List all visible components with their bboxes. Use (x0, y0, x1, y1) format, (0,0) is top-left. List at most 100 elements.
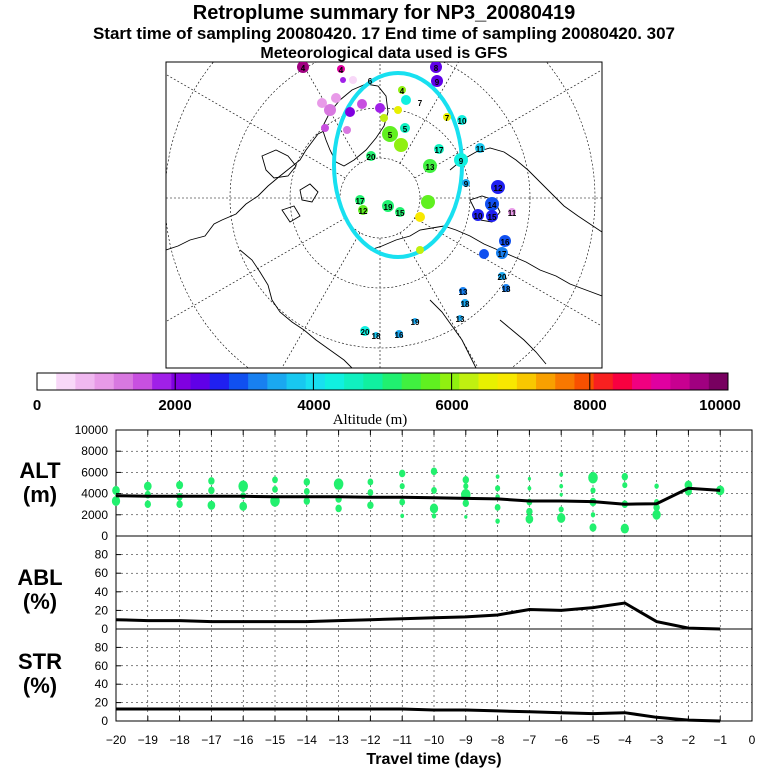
y-tick-label: 0 (101, 622, 108, 636)
alt-scatter-point (558, 506, 564, 513)
y-tick-label: 40 (95, 677, 109, 691)
map-point-label: 18 (502, 285, 511, 294)
alt-scatter-point (494, 503, 501, 511)
alt-scatter-point (559, 472, 564, 477)
lat-lon-grid (166, 62, 602, 368)
alt-scatter-point (272, 485, 278, 493)
plume-centroid-point (394, 138, 408, 152)
plume-centroid-point (475, 143, 485, 153)
plume-centroid-point (345, 107, 355, 117)
alt-scatter-point (303, 497, 310, 505)
plume-centroid-point (337, 65, 345, 73)
y-tick-labels: 0 2000 4000 6000 8000 10000 0 20 40 60 80 0 20 40 60 80 (75, 423, 121, 728)
alt-scatter-point (367, 478, 374, 486)
alt-scatter-point (526, 507, 533, 516)
map-point-label: 6 (368, 77, 373, 86)
colorbar-cell (228, 373, 249, 390)
plume-centroid-point (416, 246, 424, 254)
alt-scatter-point (652, 509, 661, 520)
map-point-label: 12 (494, 184, 503, 193)
x-tick-label: −5 (586, 733, 600, 747)
map-point-label: 15 (488, 213, 497, 222)
alt-scatter-point (463, 483, 469, 490)
alt-scatter-point (462, 499, 469, 507)
coastline-asia-east (429, 299, 547, 368)
colorbar-tick-2000: 2000 (158, 397, 191, 414)
plume-centroid-point (431, 75, 443, 87)
alt-scatter-point (620, 523, 629, 534)
alt-scatter-point (495, 474, 500, 479)
colorbar-cell (516, 373, 537, 390)
alt-scatter-point (238, 480, 248, 492)
map-point-label: 20 (361, 328, 370, 337)
colorbar-cell (344, 373, 364, 390)
map-point-label: 19 (384, 203, 393, 212)
map-point-label: 14 (488, 201, 497, 210)
x-tick-label: −16 (233, 733, 254, 747)
plume-centroid-point (398, 86, 406, 94)
plume-centroid-point (443, 113, 451, 121)
plume-centroid-point (472, 209, 484, 221)
plume-centroid-point (395, 207, 405, 217)
plume-centroid-point (400, 123, 410, 133)
alt-scatter-point (208, 477, 215, 485)
meridian-line (414, 69, 602, 179)
map-point-label: 13 (456, 315, 465, 324)
map-point-label: 18 (461, 300, 470, 309)
map-point-label: 4 (400, 87, 405, 96)
alt-mean-line (115, 486, 721, 506)
plume-centroid-point (502, 284, 510, 292)
alt-scatter-point (621, 472, 628, 481)
plume-centroid-point (394, 106, 402, 114)
map-point-label: 7 (445, 114, 450, 123)
altitude-colorbar: 0 2000 4000 6000 8000 10000 Altitude (m) (33, 372, 741, 428)
colorbar-cell (574, 373, 595, 390)
colorbar-cell (267, 373, 288, 390)
colorbar-cell (152, 373, 172, 390)
colorbar-cell (612, 373, 633, 390)
y-tick-label: 0 (101, 529, 108, 543)
alt-label: ALT (19, 458, 61, 483)
alt-scatter-point (464, 515, 468, 519)
colorbar-cell (286, 373, 307, 390)
colorbar-cell (593, 373, 614, 390)
alt-scatter-point (590, 512, 596, 518)
alt-scatter-point (303, 478, 310, 486)
colorbar-cell (209, 373, 230, 390)
map-point-label: 18 (372, 332, 381, 341)
x-tick-labels: −20 −19 −18 −17 −16 −15 −14 −13 −12 −11 −10 −9 −8 −7−… (106, 733, 756, 747)
colorbar-cell (440, 373, 460, 390)
alt-scatter-point (400, 513, 405, 519)
alt-scatter-point (367, 501, 374, 510)
alt-scatter-point (272, 476, 278, 484)
alt-scatter-point (525, 514, 534, 524)
colorbar-label: Altitude (m) (333, 412, 408, 428)
alt-scatter-point (303, 488, 310, 495)
x-tick-label: −15 (265, 733, 286, 747)
plume-centroid-point (382, 200, 394, 212)
abl-unit: (%) (23, 589, 57, 614)
colorbar-tick-8000: 8000 (573, 397, 606, 414)
x-tick-label: −19 (138, 733, 159, 747)
plume-centroid-point (343, 126, 351, 134)
map-point-label: 17 (435, 146, 444, 155)
colorbar-cell (497, 373, 518, 390)
colorbar-cell (382, 373, 403, 390)
met-data-label: Meteorological data used is GFS (260, 45, 508, 62)
colorbar-cell (248, 373, 268, 390)
map-point-label: 9 (435, 78, 440, 87)
alt-scatter-point (143, 481, 152, 491)
plume-centroid-point (479, 249, 489, 259)
map-point-label: 13 (459, 288, 468, 297)
colorbar-cell (94, 373, 115, 390)
plume-centroid-point (366, 151, 376, 161)
x-tick-label: −11 (392, 733, 412, 747)
y-tick-label: 20 (95, 603, 109, 617)
plume-centroid-point (508, 208, 516, 216)
map-point-label: 20 (367, 153, 376, 162)
colorbar-cell (56, 373, 76, 390)
plume-centroid-point (454, 153, 468, 167)
colorbar-tick-6000: 6000 (435, 397, 468, 414)
y-tick-label: 80 (95, 548, 109, 562)
